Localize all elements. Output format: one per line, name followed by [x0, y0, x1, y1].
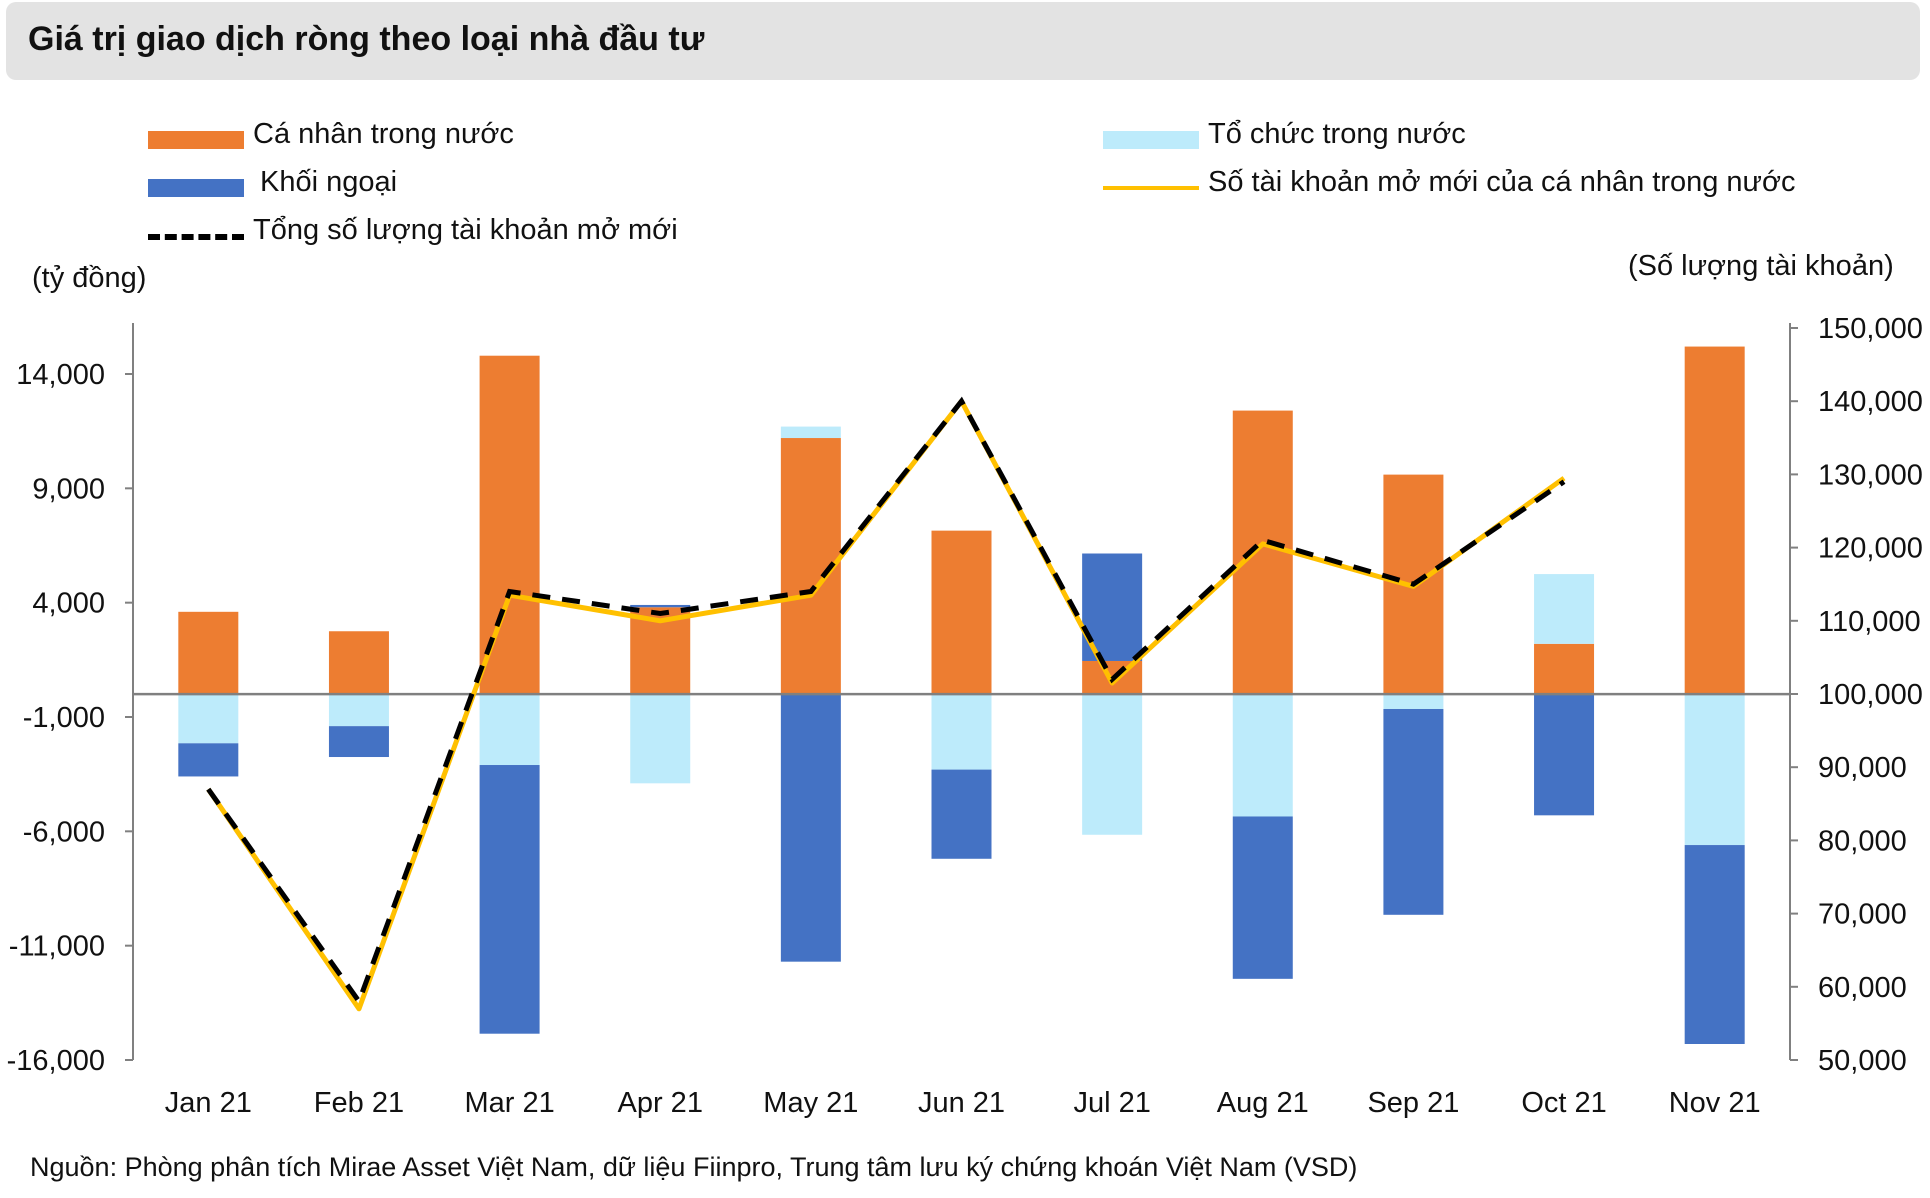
- right-tick-label: 150,000: [1818, 313, 1923, 345]
- legend-label-individual: Cá nhân trong nước: [253, 118, 514, 150]
- right-tick-label: 110,000: [1818, 606, 1921, 638]
- bar-institution-1: [178, 694, 239, 744]
- bar-institution-9: [1383, 694, 1444, 709]
- right-tick-label: 50,000: [1818, 1045, 1907, 1077]
- x-tick-label: Aug 21: [1217, 1087, 1309, 1119]
- bar-institution-6: [931, 694, 992, 770]
- legend-swatch-total-new-accounts: [148, 234, 244, 240]
- right-tick-label: 70,000: [1818, 899, 1907, 931]
- source-note: Nguồn: Phòng phân tích Mirae Asset Việt …: [30, 1152, 1358, 1182]
- x-tick-label: Oct 21: [1521, 1087, 1606, 1119]
- title-bar: Giá trị giao dịch ròng theo loại nhà đầu…: [6, 2, 1920, 80]
- legend-swatch-institution: [1103, 131, 1199, 149]
- bar-institution-11: [1684, 694, 1745, 846]
- x-tick-label: Jun 21: [918, 1087, 1005, 1119]
- x-tick-label: Apr 21: [618, 1087, 703, 1119]
- bar-institution-2: [328, 694, 389, 727]
- x-tick-label: Feb 21: [314, 1087, 404, 1119]
- bar-foreign-3: [479, 765, 540, 1034]
- right-tick-label: 80,000: [1818, 825, 1907, 857]
- bar-foreign-6: [931, 769, 992, 859]
- legend-label-new-individual-accounts: Số tài khoản mở mới của cá nhân trong nư…: [1208, 166, 1796, 198]
- bar-individual-3: [479, 355, 540, 695]
- legend-swatch-foreign: [148, 179, 244, 197]
- bar-foreign-9: [1383, 708, 1444, 915]
- right-tick-label: 90,000: [1818, 752, 1907, 784]
- bar-foreign-8: [1232, 816, 1293, 979]
- x-tick-label: May 21: [763, 1087, 858, 1119]
- bar-individual-8: [1232, 410, 1293, 695]
- bar-individual-2: [328, 631, 389, 695]
- bar-individual-6: [931, 530, 992, 695]
- chart-title: Giá trị giao dịch ròng theo loại nhà đầu…: [28, 20, 705, 58]
- left-tick-label: -11,000: [9, 931, 105, 963]
- left-tick-label: -1,000: [23, 702, 105, 734]
- bar-individual-1: [178, 611, 239, 695]
- left-tick-label: 9,000: [32, 473, 105, 505]
- right-tick-label: 60,000: [1818, 972, 1907, 1004]
- bar-foreign-11: [1684, 845, 1745, 1044]
- bar-foreign-5: [780, 694, 841, 962]
- left-tick-label: -16,000: [7, 1045, 105, 1077]
- legend-swatch-individual: [148, 131, 244, 149]
- left-axis-unit: (tỷ đồng): [32, 262, 147, 294]
- bar-institution-5: [780, 426, 841, 439]
- line-total-new-accounts: [206, 396, 1566, 1007]
- bar-individual-11: [1684, 346, 1745, 695]
- x-tick-label: Jan 21: [165, 1087, 252, 1119]
- x-tick-label: Mar 21: [464, 1087, 554, 1119]
- bar-foreign-4: [630, 604, 691, 608]
- bar-foreign-1: [178, 743, 239, 777]
- legend-label-total-new-accounts: Tổng số lượng tài khoản mở mới: [253, 214, 678, 246]
- legend-label-institution: Tổ chức trong nước: [1208, 118, 1466, 150]
- bar-institution-7: [1082, 694, 1143, 835]
- left-tick-label: 4,000: [32, 588, 105, 620]
- bar-institution-4: [630, 694, 691, 784]
- chart-plot: 14,000 9,000 4,000 -1,000 -6,000 -11,000 -16,0…: [7, 313, 1923, 1119]
- bar-foreign-10: [1534, 694, 1595, 816]
- x-tick-label: Nov 21: [1669, 1087, 1761, 1119]
- line-new-individual-accounts: [206, 398, 1566, 1012]
- x-tick-label: Jul 21: [1073, 1087, 1150, 1119]
- right-tick-label: 120,000: [1818, 533, 1923, 565]
- x-tick-label: Sep 21: [1367, 1087, 1459, 1119]
- bar-institution-3: [479, 694, 540, 766]
- right-axis-unit: (Số lượng tài khoản): [1628, 250, 1894, 282]
- bar-foreign-2: [328, 726, 389, 758]
- left-tick-label: -6,000: [23, 816, 105, 848]
- bar-institution-8: [1232, 694, 1293, 817]
- bar-individual-10: [1534, 643, 1595, 695]
- bar-institution-10: [1534, 574, 1595, 644]
- right-tick-label: 100,000: [1818, 679, 1923, 711]
- right-tick-label: 140,000: [1818, 386, 1923, 418]
- legend-swatch-new-individual-accounts: [1103, 186, 1199, 190]
- left-tick-label: 14,000: [16, 359, 105, 391]
- right-tick-label: 130,000: [1818, 459, 1923, 491]
- legend-label-foreign: Khối ngoại: [260, 166, 398, 198]
